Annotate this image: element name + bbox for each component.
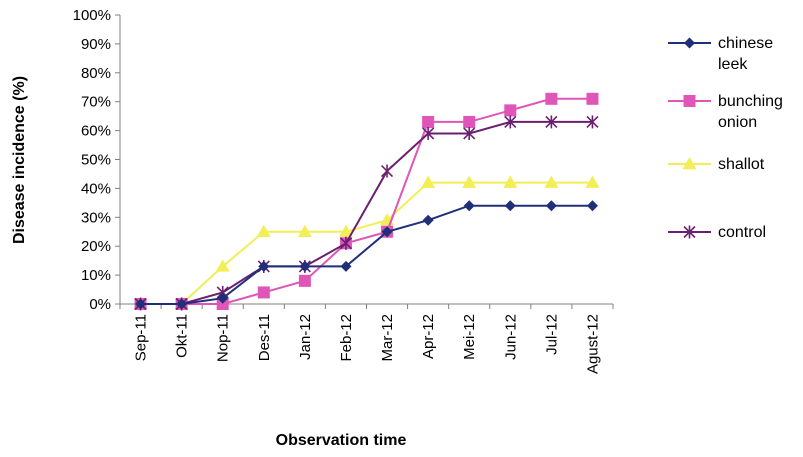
legend-label: control: [718, 224, 766, 241]
y-axis-title: Disease incidence (%): [11, 76, 28, 244]
data-point: [299, 260, 311, 272]
x-tick-label: Des-11: [256, 314, 273, 361]
data-point: [176, 298, 188, 310]
data-point: [381, 226, 393, 238]
y-tick-label: 50%: [81, 152, 111, 169]
data-point: [135, 298, 147, 310]
y-tick-label: 60%: [81, 123, 111, 140]
data-point: [586, 92, 599, 105]
x-tick-label: Jan-12: [297, 314, 314, 360]
data-point: [545, 92, 558, 105]
data-point: [463, 115, 476, 128]
x-tick-label: Feb-12: [338, 314, 355, 362]
x-axis-ticks: Sep-11 Okt-11 Nop-11 Des-11 Jan-12 Feb-12 Mar-…: [119, 304, 614, 374]
legend-item-shallot: shallot: [668, 156, 765, 173]
y-tick-label: 20%: [81, 238, 111, 255]
data-point: [545, 115, 558, 129]
legend-item-chinese-leek: chinese leek: [668, 35, 773, 73]
data-point: [586, 115, 599, 129]
legend-label: leek: [718, 56, 748, 73]
data-point: [422, 126, 435, 140]
x-axis-title: Observation time: [276, 432, 407, 449]
x-tick-label: Nop-11: [215, 314, 232, 362]
series-control: [134, 115, 599, 311]
x-tick-label: Apr-12: [420, 314, 437, 359]
y-tick-label: 0%: [89, 296, 111, 313]
data-point: [504, 200, 516, 212]
series-bunching-onion: [134, 92, 599, 310]
data-point: [504, 104, 517, 117]
y-tick-label: 90%: [81, 36, 111, 53]
x-tick-label: Mar-12: [379, 314, 396, 362]
series-layer: [133, 92, 600, 311]
legend-label: chinese: [718, 35, 773, 52]
data-point: [422, 115, 435, 128]
legend: chinese leek bunching onion shallot control: [668, 35, 783, 241]
data-point: [462, 175, 477, 188]
y-tick-label: 100%: [73, 7, 111, 24]
series-line: [140, 120, 593, 305]
y-tick-label: 70%: [81, 94, 111, 111]
data-point: [339, 236, 353, 250]
legend-label: shallot: [718, 156, 765, 173]
legend-marker: [683, 225, 696, 239]
data-point: [504, 115, 517, 129]
series-chinese-leek: [135, 200, 598, 310]
y-tick-label: 10%: [81, 267, 111, 284]
series-shallot: [133, 175, 600, 310]
data-point: [338, 224, 353, 237]
data-point: [545, 200, 557, 212]
series-line: [140, 97, 593, 305]
data-point: [463, 126, 476, 140]
data-point: [380, 164, 394, 178]
legend-marker: [684, 37, 695, 49]
data-point: [257, 286, 270, 299]
y-tick-label: 40%: [81, 180, 111, 197]
legend-item-bunching-onion: bunching onion: [668, 93, 783, 131]
x-tick-label: Okt-11: [174, 314, 191, 358]
data-point: [585, 175, 600, 188]
x-tick-label: Jul-12: [543, 314, 560, 355]
legend-marker: [682, 157, 697, 170]
data-point: [258, 260, 270, 272]
y-tick-label: 30%: [81, 209, 111, 226]
data-point: [217, 292, 229, 304]
legend-label: bunching: [718, 93, 783, 110]
data-point: [421, 175, 436, 188]
x-tick-label: Sep-11: [133, 314, 150, 361]
data-point: [215, 259, 230, 272]
data-point: [256, 224, 271, 237]
legend-item-control: control: [668, 224, 766, 241]
data-point: [216, 298, 229, 310]
data-point: [586, 200, 598, 212]
x-tick-label: Jun-12: [502, 314, 519, 360]
series-line: [140, 181, 593, 305]
x-tick-label: Agust-12: [584, 314, 601, 374]
legend-marker: [683, 95, 696, 107]
x-tick-label: Mei-12: [461, 314, 478, 360]
data-point: [463, 200, 475, 212]
data-point: [544, 175, 559, 188]
y-axis-ticks: 0% 10% 20% 30% 40% 50% 60% 70% 80% 90% 100%: [73, 7, 120, 313]
data-point: [340, 260, 352, 272]
series-line: [140, 204, 593, 305]
data-point: [503, 175, 518, 188]
legend-label: onion: [718, 114, 757, 131]
data-point: [298, 274, 311, 287]
data-point: [297, 224, 312, 237]
data-point: [422, 214, 434, 226]
y-tick-label: 80%: [81, 65, 111, 82]
